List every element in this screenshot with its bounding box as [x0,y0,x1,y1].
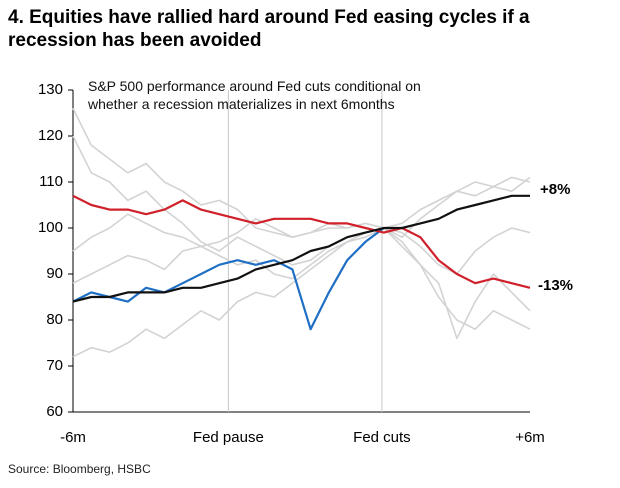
x-tick-label: Fed pause [193,429,264,446]
y-tick-label: 100 [38,219,63,236]
series-line [72,108,531,275]
series-line [72,227,385,331]
y-tick-label: 120 [38,127,63,144]
y-tick-label: 130 [38,81,63,98]
series-line [72,135,531,266]
series-line [72,213,531,340]
x-tick-label: -6m [60,429,86,446]
series-line [72,176,531,358]
x-tick-label: Fed cuts [353,429,411,446]
annotation: +8% [540,181,570,198]
y-tick-label: 90 [46,265,63,282]
y-tick-label: 70 [46,357,63,374]
y-tick-label: 60 [46,403,63,420]
series-line [72,194,530,303]
series-line [72,227,531,330]
source-note: Source: Bloomberg, HSBC [8,462,151,476]
chart-title: 4. Equities have rallied hard around Fed… [8,7,530,51]
chart-subtitle: S&P 500 performance around Fed cuts cond… [88,78,421,112]
y-tick-label: 80 [46,311,63,328]
series-line [72,194,531,289]
x-tick-label: +6m [515,429,545,446]
annotation: -13% [538,277,573,294]
y-tick-label: 110 [39,173,63,190]
